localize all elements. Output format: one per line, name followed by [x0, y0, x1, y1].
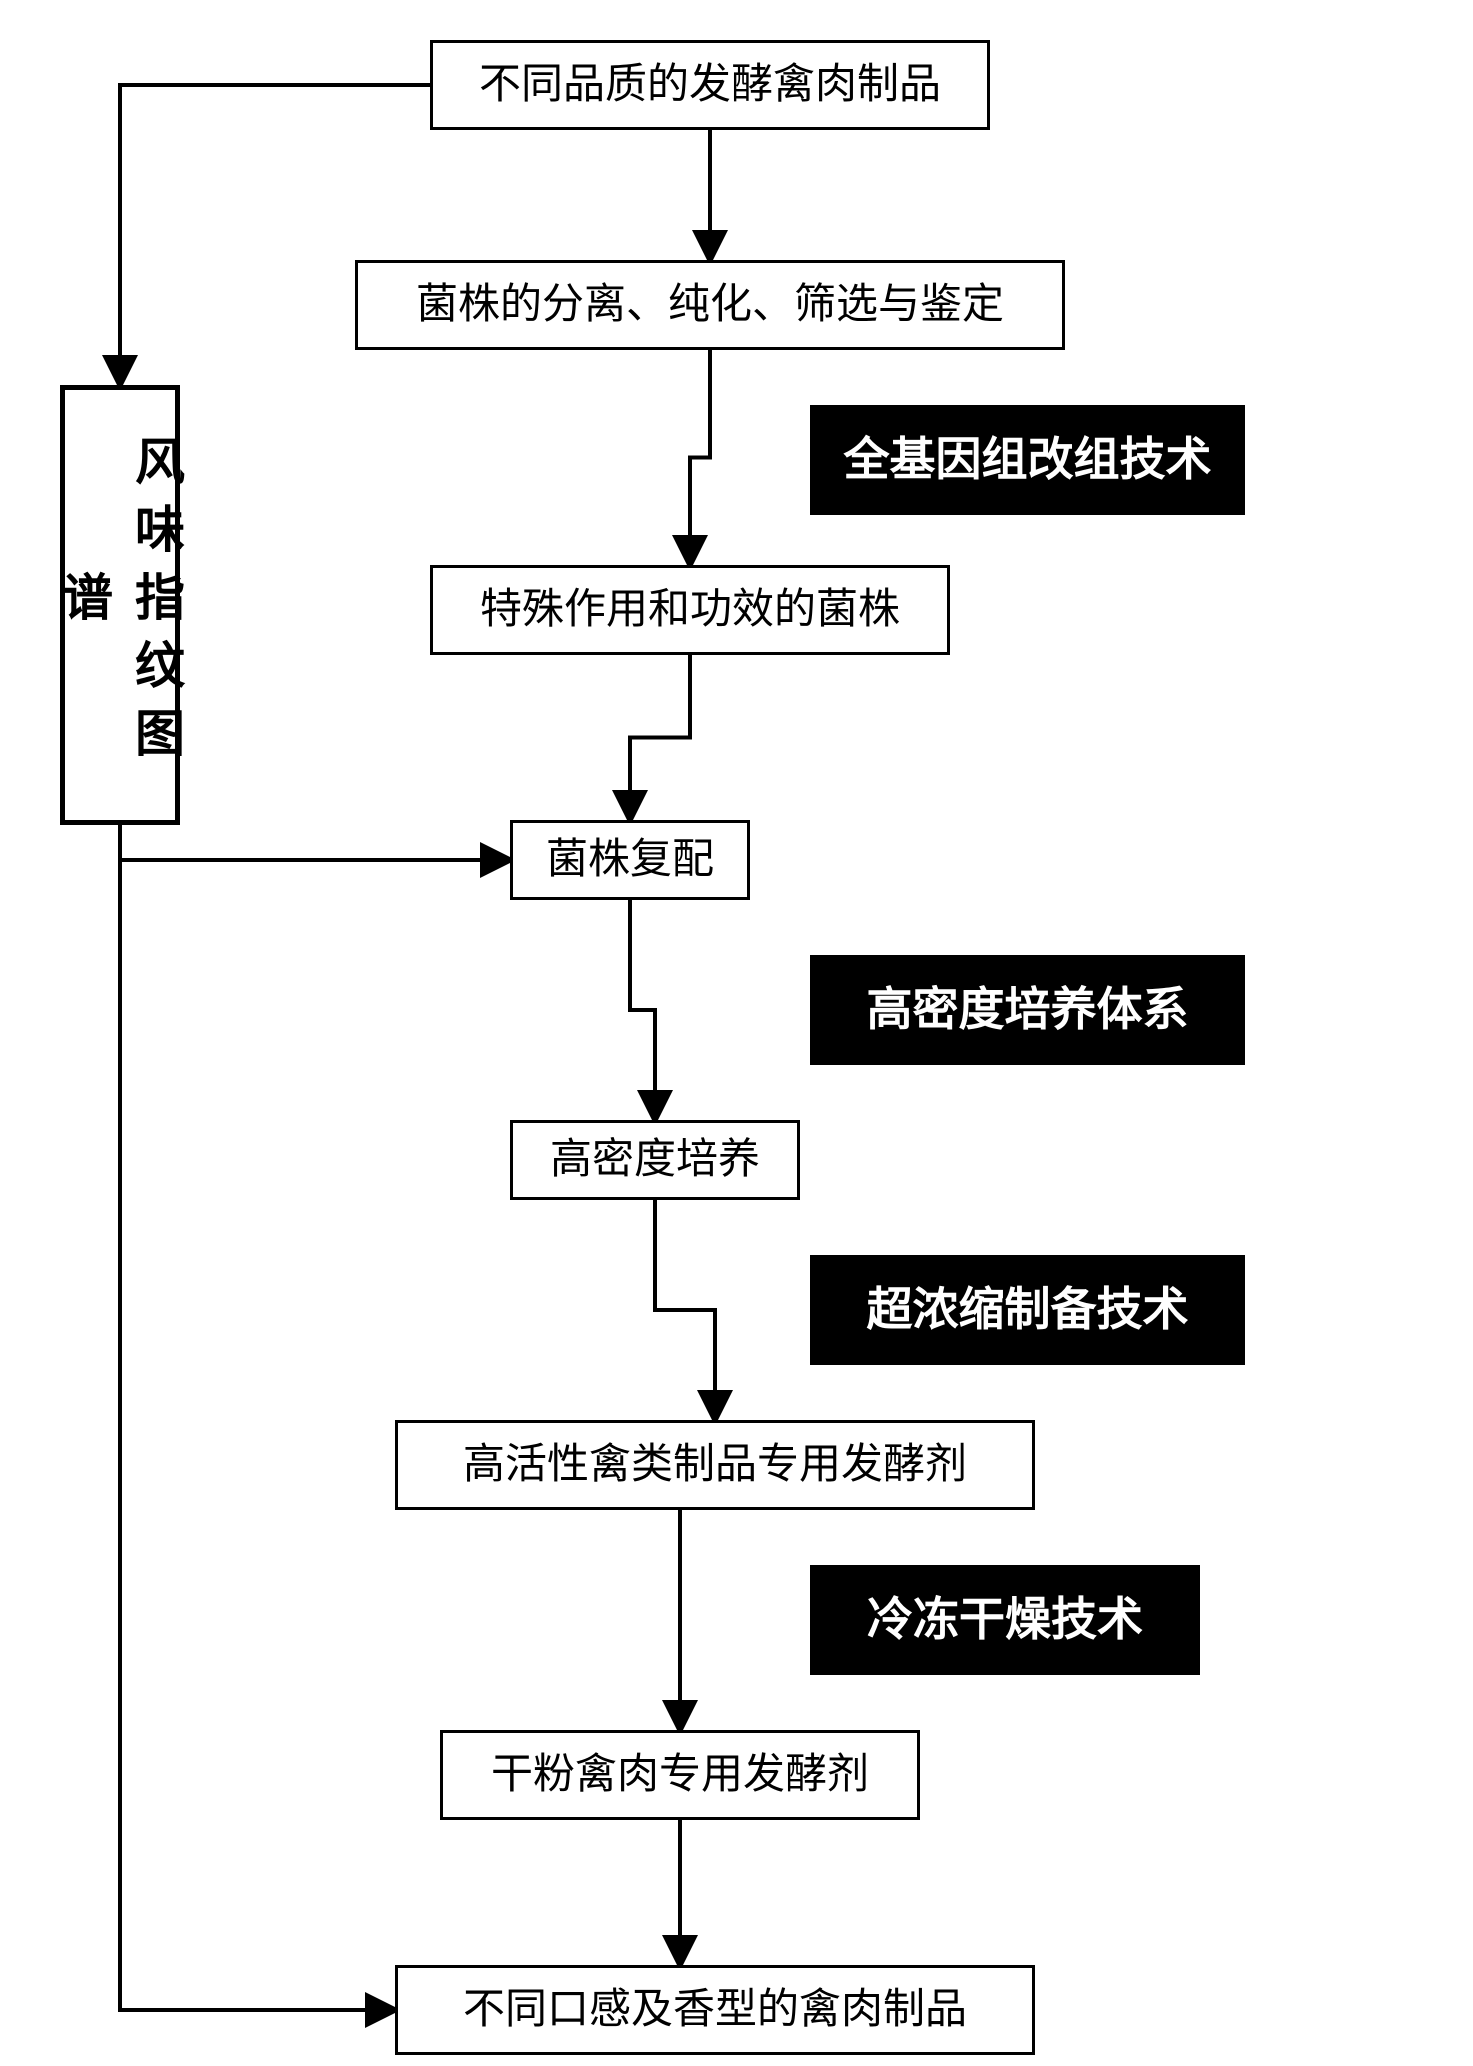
node-n7: 干粉禽肉专用发酵剂 — [440, 1730, 920, 1820]
tech-b4-freeze-dry: 冷冻干燥技术 — [810, 1565, 1200, 1675]
node-n6: 高活性禽类制品专用发酵剂 — [395, 1420, 1035, 1510]
node-n4: 菌株复配 — [510, 820, 750, 900]
node-n1: 不同品质的发酵禽肉制品 — [430, 40, 990, 130]
node-n3: 特殊作用和功效的菌株 — [430, 565, 950, 655]
node-n5: 高密度培养 — [510, 1120, 800, 1200]
side-label: 风味指纹图谱 — [48, 410, 192, 800]
node-n2: 菌株的分离、纯化、筛选与鉴定 — [355, 260, 1065, 350]
tech-b3-concentrate: 超浓缩制备技术 — [810, 1255, 1245, 1365]
tech-b2-high-density: 高密度培养体系 — [810, 955, 1245, 1065]
tech-b1-genome-shuffling: 全基因组改组技术 — [810, 405, 1245, 515]
node-n8: 不同口感及香型的禽肉制品 — [395, 1965, 1035, 2055]
side-flavor-fingerprint: 风味指纹图谱 — [60, 385, 180, 825]
